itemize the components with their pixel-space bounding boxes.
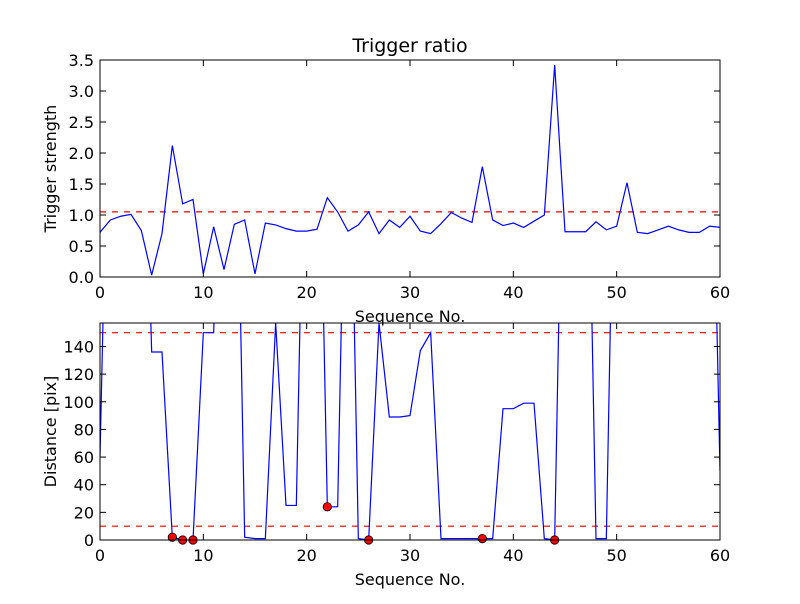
y-tick-label: 60 — [74, 448, 94, 467]
x-tick-label: 20 — [296, 283, 316, 302]
y-axis-label: Distance [pix] — [41, 376, 60, 488]
bottom-chart-panel: 0 10 20 30 40 50 60 0 20 40 60 80 100 120 140 Sequence … — [41, 322, 730, 589]
series-line — [100, 323, 720, 540]
x-axis-label: Sequence No. — [355, 307, 466, 326]
y-tick-label: 1.5 — [69, 175, 94, 194]
y-tick-label: 140 — [63, 337, 94, 356]
y-tick-label: 3.5 — [69, 51, 94, 70]
data-marker — [167, 532, 177, 542]
y-tick-label: 100 — [63, 393, 94, 412]
x-tick-label: 60 — [710, 546, 730, 565]
x-tick-label: 20 — [296, 546, 316, 565]
x-tick-label: 10 — [193, 546, 213, 565]
x-axis-label: Sequence No. — [355, 570, 466, 589]
x-tick-label: 0 — [95, 546, 105, 565]
y-tick-label: 0.0 — [69, 268, 94, 287]
y-tick-label: 0.5 — [69, 237, 94, 256]
x-tick-label: 50 — [606, 283, 626, 302]
chart-title: Trigger ratio — [351, 35, 467, 57]
y-tick-label: 120 — [63, 365, 94, 384]
x-tick-label: 0 — [95, 283, 105, 302]
y-axis-label: Trigger strength — [41, 105, 60, 234]
y-tick-label: 2.5 — [69, 113, 94, 132]
y-tick-label: 40 — [74, 476, 94, 495]
data-marker — [477, 534, 487, 544]
top-chart-panel: 0 10 20 30 40 50 60 0.0 0.5 1.0 1.5 2.0 2.5 3.0 3.5 Tri… — [41, 35, 730, 326]
y-tick-label: 80 — [74, 420, 94, 439]
y-tick-label: 20 — [74, 503, 94, 522]
x-tick-label: 50 — [606, 546, 626, 565]
x-tick-label: 30 — [400, 546, 420, 565]
data-marker — [322, 502, 332, 512]
y-tick-label: 3.0 — [69, 82, 94, 101]
y-tick-label: 2.0 — [69, 144, 94, 163]
x-tick-label: 60 — [710, 283, 730, 302]
x-tick-label: 40 — [503, 546, 523, 565]
x-tick-label: 40 — [503, 283, 523, 302]
x-tick-label: 30 — [400, 283, 420, 302]
y-tick-label: 0 — [84, 531, 94, 550]
y-tick-label: 1.0 — [69, 206, 94, 225]
x-tick-label: 10 — [193, 283, 213, 302]
